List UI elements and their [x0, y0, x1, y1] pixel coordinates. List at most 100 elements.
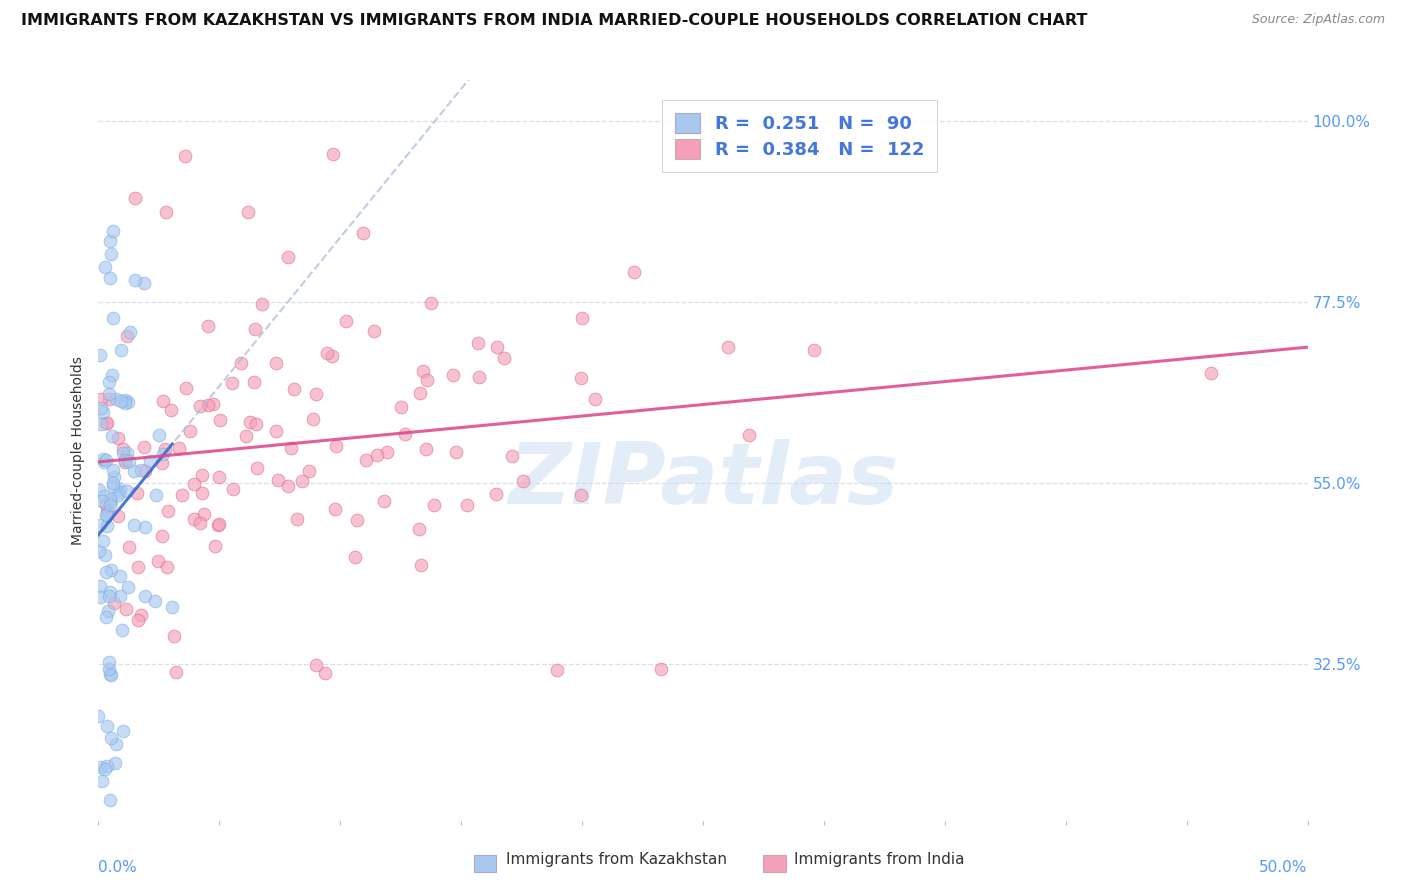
Point [571, 310, 593, 325]
Point [717, 340, 740, 354]
Point [304, 658, 326, 673]
Point [366, 448, 388, 462]
Point [152, 393, 174, 408]
Y-axis label: Married-couple Households: Married-couple Households [72, 356, 86, 545]
Point [277, 478, 299, 492]
Point [98, 662, 121, 676]
Point [485, 487, 508, 501]
Point [415, 373, 437, 387]
Point [583, 392, 606, 407]
Point [89, 591, 111, 605]
Point [90, 759, 112, 773]
Point [221, 376, 243, 390]
Point [122, 517, 145, 532]
Point [245, 417, 267, 431]
Point [117, 395, 139, 409]
Point [114, 455, 136, 469]
Point [89, 392, 111, 406]
Point [134, 464, 156, 478]
Point [115, 446, 138, 460]
Point [280, 442, 302, 456]
Point [100, 563, 122, 577]
Point [375, 445, 398, 459]
Point [191, 485, 214, 500]
Point [193, 508, 215, 522]
Text: Immigrants from India: Immigrants from India [794, 852, 965, 867]
Point [285, 512, 308, 526]
Point [143, 593, 166, 607]
Point [96, 502, 118, 516]
Point [111, 446, 134, 460]
Point [98, 585, 121, 599]
Point [129, 607, 152, 622]
Point [738, 428, 761, 442]
Point [117, 580, 139, 594]
Point [277, 250, 299, 264]
Point [415, 442, 437, 456]
Point [408, 522, 430, 536]
Point [93, 454, 115, 468]
Point [100, 668, 122, 682]
Point [114, 601, 136, 615]
Point [304, 386, 326, 401]
Point [298, 464, 321, 478]
Legend: R =  0.251   N =  90, R =  0.384   N =  122: R = 0.251 N = 90, R = 0.384 N = 122 [662, 101, 936, 172]
Point [114, 396, 136, 410]
Point [191, 468, 214, 483]
Point [98, 271, 121, 285]
Point [444, 445, 467, 459]
Point [96, 416, 118, 430]
Point [93, 534, 115, 549]
Point [96, 497, 118, 511]
Point [100, 247, 122, 261]
Point [176, 381, 198, 395]
Point [208, 413, 231, 427]
Point [156, 504, 179, 518]
Point [152, 456, 174, 470]
Point [335, 314, 357, 328]
Point [104, 737, 127, 751]
Point [129, 463, 152, 477]
Point [94, 610, 117, 624]
Point [91, 405, 114, 419]
Point [246, 460, 269, 475]
Point [100, 491, 122, 506]
Point [118, 326, 141, 340]
Point [90, 401, 112, 415]
Point [155, 560, 177, 574]
Point [97, 604, 120, 618]
Point [283, 382, 305, 396]
Point [321, 349, 343, 363]
Point [302, 412, 325, 426]
Point [201, 397, 224, 411]
Point [152, 447, 174, 461]
Point [197, 398, 219, 412]
Point [134, 520, 156, 534]
Point [93, 490, 115, 504]
Point [98, 667, 121, 681]
Point [107, 509, 129, 524]
Point [108, 484, 131, 499]
Point [412, 364, 434, 378]
Point [352, 226, 374, 240]
Point [93, 260, 115, 274]
Point [89, 579, 111, 593]
Point [408, 385, 430, 400]
Point [97, 589, 120, 603]
Point [343, 550, 366, 565]
Point [650, 662, 672, 676]
Point [197, 318, 219, 333]
Point [162, 599, 184, 614]
Point [394, 427, 416, 442]
Point [485, 340, 508, 354]
Point [468, 369, 491, 384]
Point [492, 351, 515, 365]
Point [546, 663, 568, 677]
Point [264, 356, 287, 370]
Point [243, 376, 266, 390]
Point [162, 629, 184, 643]
Point [322, 147, 344, 161]
Point [569, 488, 592, 502]
Point [114, 392, 136, 407]
Point [112, 442, 135, 457]
